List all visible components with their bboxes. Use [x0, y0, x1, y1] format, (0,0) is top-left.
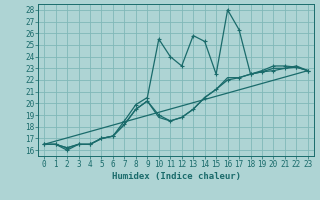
X-axis label: Humidex (Indice chaleur): Humidex (Indice chaleur)	[111, 172, 241, 181]
